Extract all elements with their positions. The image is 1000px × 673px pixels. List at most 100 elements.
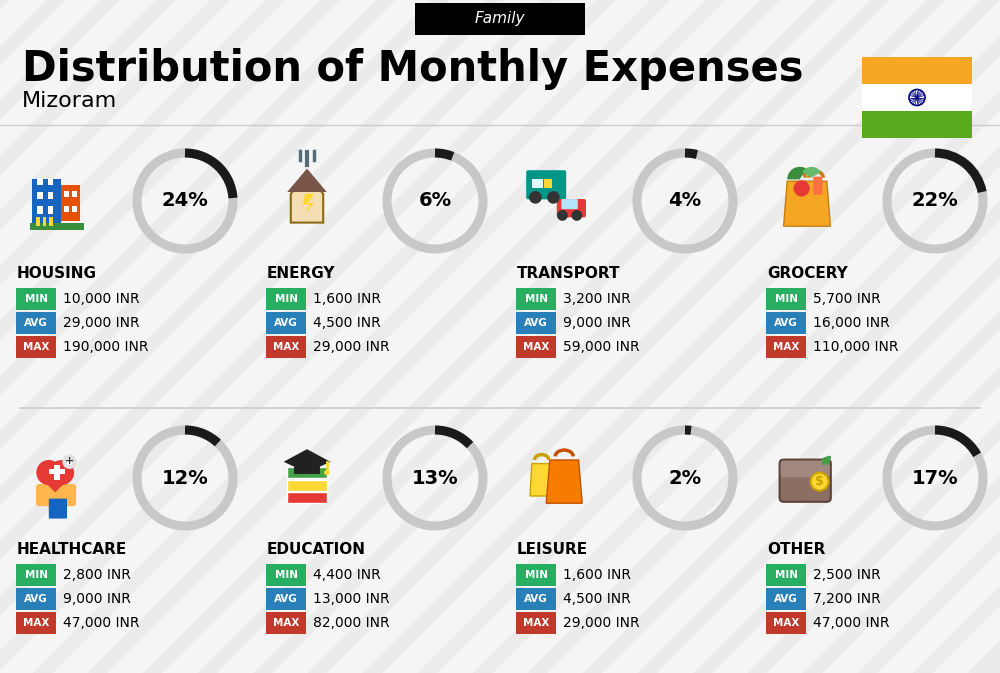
Text: 10,000 INR: 10,000 INR: [63, 292, 140, 306]
FancyBboxPatch shape: [287, 493, 327, 503]
Text: 16,000 INR: 16,000 INR: [813, 316, 890, 330]
FancyBboxPatch shape: [266, 612, 306, 634]
FancyBboxPatch shape: [862, 84, 972, 111]
FancyBboxPatch shape: [862, 111, 972, 138]
Circle shape: [62, 454, 77, 469]
Text: MIN: MIN: [24, 570, 48, 580]
FancyBboxPatch shape: [862, 57, 972, 84]
Text: MIN: MIN: [524, 570, 548, 580]
FancyBboxPatch shape: [294, 467, 320, 474]
FancyBboxPatch shape: [72, 191, 77, 197]
Circle shape: [811, 472, 829, 491]
Text: 1,600 INR: 1,600 INR: [313, 292, 381, 306]
Text: 4%: 4%: [668, 192, 702, 211]
Text: MIN: MIN: [524, 294, 548, 304]
Text: 17%: 17%: [912, 468, 958, 487]
Text: AVG: AVG: [24, 594, 48, 604]
Text: 5,700 INR: 5,700 INR: [813, 292, 881, 306]
Text: MIN: MIN: [274, 294, 298, 304]
FancyBboxPatch shape: [516, 588, 556, 610]
Text: MAX: MAX: [23, 342, 49, 352]
Text: AVG: AVG: [524, 318, 548, 328]
Text: MAX: MAX: [273, 342, 299, 352]
FancyBboxPatch shape: [61, 185, 80, 221]
FancyBboxPatch shape: [48, 178, 53, 185]
Circle shape: [529, 191, 542, 204]
FancyBboxPatch shape: [37, 207, 43, 213]
FancyBboxPatch shape: [766, 588, 806, 610]
FancyBboxPatch shape: [526, 170, 566, 199]
FancyBboxPatch shape: [48, 207, 53, 213]
FancyBboxPatch shape: [16, 588, 56, 610]
FancyBboxPatch shape: [266, 288, 306, 310]
Text: MAX: MAX: [273, 618, 299, 628]
Text: AVG: AVG: [774, 318, 798, 328]
Text: 7,200 INR: 7,200 INR: [813, 592, 881, 606]
Circle shape: [557, 210, 568, 221]
FancyBboxPatch shape: [544, 180, 552, 188]
Text: 2,500 INR: 2,500 INR: [813, 568, 881, 582]
Circle shape: [547, 191, 560, 204]
Text: 12%: 12%: [162, 468, 208, 487]
FancyBboxPatch shape: [16, 564, 56, 586]
Text: 29,000 INR: 29,000 INR: [563, 616, 640, 630]
Polygon shape: [291, 174, 323, 223]
FancyBboxPatch shape: [766, 312, 806, 334]
FancyBboxPatch shape: [766, 288, 806, 310]
Text: 2%: 2%: [668, 468, 702, 487]
FancyBboxPatch shape: [781, 460, 830, 477]
Text: MIN: MIN: [774, 570, 798, 580]
FancyBboxPatch shape: [415, 3, 585, 35]
Text: MAX: MAX: [523, 342, 549, 352]
Text: AVG: AVG: [274, 318, 298, 328]
FancyBboxPatch shape: [16, 612, 56, 634]
FancyBboxPatch shape: [48, 192, 53, 199]
Text: TRANSPORT: TRANSPORT: [517, 266, 620, 281]
FancyBboxPatch shape: [49, 499, 67, 519]
FancyBboxPatch shape: [766, 564, 806, 586]
Text: MAX: MAX: [773, 342, 799, 352]
FancyBboxPatch shape: [49, 469, 65, 474]
FancyBboxPatch shape: [766, 612, 806, 634]
Text: LEISURE: LEISURE: [517, 542, 588, 557]
Text: MAX: MAX: [773, 618, 799, 628]
FancyBboxPatch shape: [16, 312, 56, 334]
Text: AVG: AVG: [24, 318, 48, 328]
Polygon shape: [302, 194, 314, 213]
Text: HOUSING: HOUSING: [17, 266, 97, 281]
FancyBboxPatch shape: [766, 336, 806, 358]
Polygon shape: [784, 181, 830, 226]
Text: OTHER: OTHER: [767, 542, 825, 557]
Text: +: +: [65, 456, 74, 466]
Polygon shape: [284, 449, 330, 472]
FancyBboxPatch shape: [16, 288, 56, 310]
Text: HEALTHCARE: HEALTHCARE: [17, 542, 127, 557]
FancyBboxPatch shape: [266, 312, 306, 334]
FancyBboxPatch shape: [287, 480, 327, 491]
FancyBboxPatch shape: [54, 466, 60, 480]
Text: 9,000 INR: 9,000 INR: [563, 316, 631, 330]
Text: 82,000 INR: 82,000 INR: [313, 616, 390, 630]
FancyBboxPatch shape: [516, 288, 556, 310]
Circle shape: [794, 180, 810, 197]
FancyBboxPatch shape: [516, 336, 556, 358]
Text: 29,000 INR: 29,000 INR: [313, 340, 390, 354]
Text: MIN: MIN: [24, 294, 48, 304]
FancyBboxPatch shape: [64, 205, 69, 212]
FancyBboxPatch shape: [36, 484, 76, 506]
Polygon shape: [37, 474, 73, 493]
Wedge shape: [787, 167, 806, 180]
FancyBboxPatch shape: [64, 191, 69, 197]
Circle shape: [571, 210, 582, 221]
FancyBboxPatch shape: [561, 199, 578, 209]
Text: Family: Family: [475, 11, 525, 26]
FancyBboxPatch shape: [43, 217, 46, 226]
Text: 1,600 INR: 1,600 INR: [563, 568, 631, 582]
Text: 59,000 INR: 59,000 INR: [563, 340, 640, 354]
Text: 29,000 INR: 29,000 INR: [63, 316, 140, 330]
FancyBboxPatch shape: [516, 312, 556, 334]
Text: MAX: MAX: [23, 618, 49, 628]
FancyBboxPatch shape: [72, 205, 77, 212]
Text: MIN: MIN: [774, 294, 798, 304]
Text: MAX: MAX: [523, 618, 549, 628]
